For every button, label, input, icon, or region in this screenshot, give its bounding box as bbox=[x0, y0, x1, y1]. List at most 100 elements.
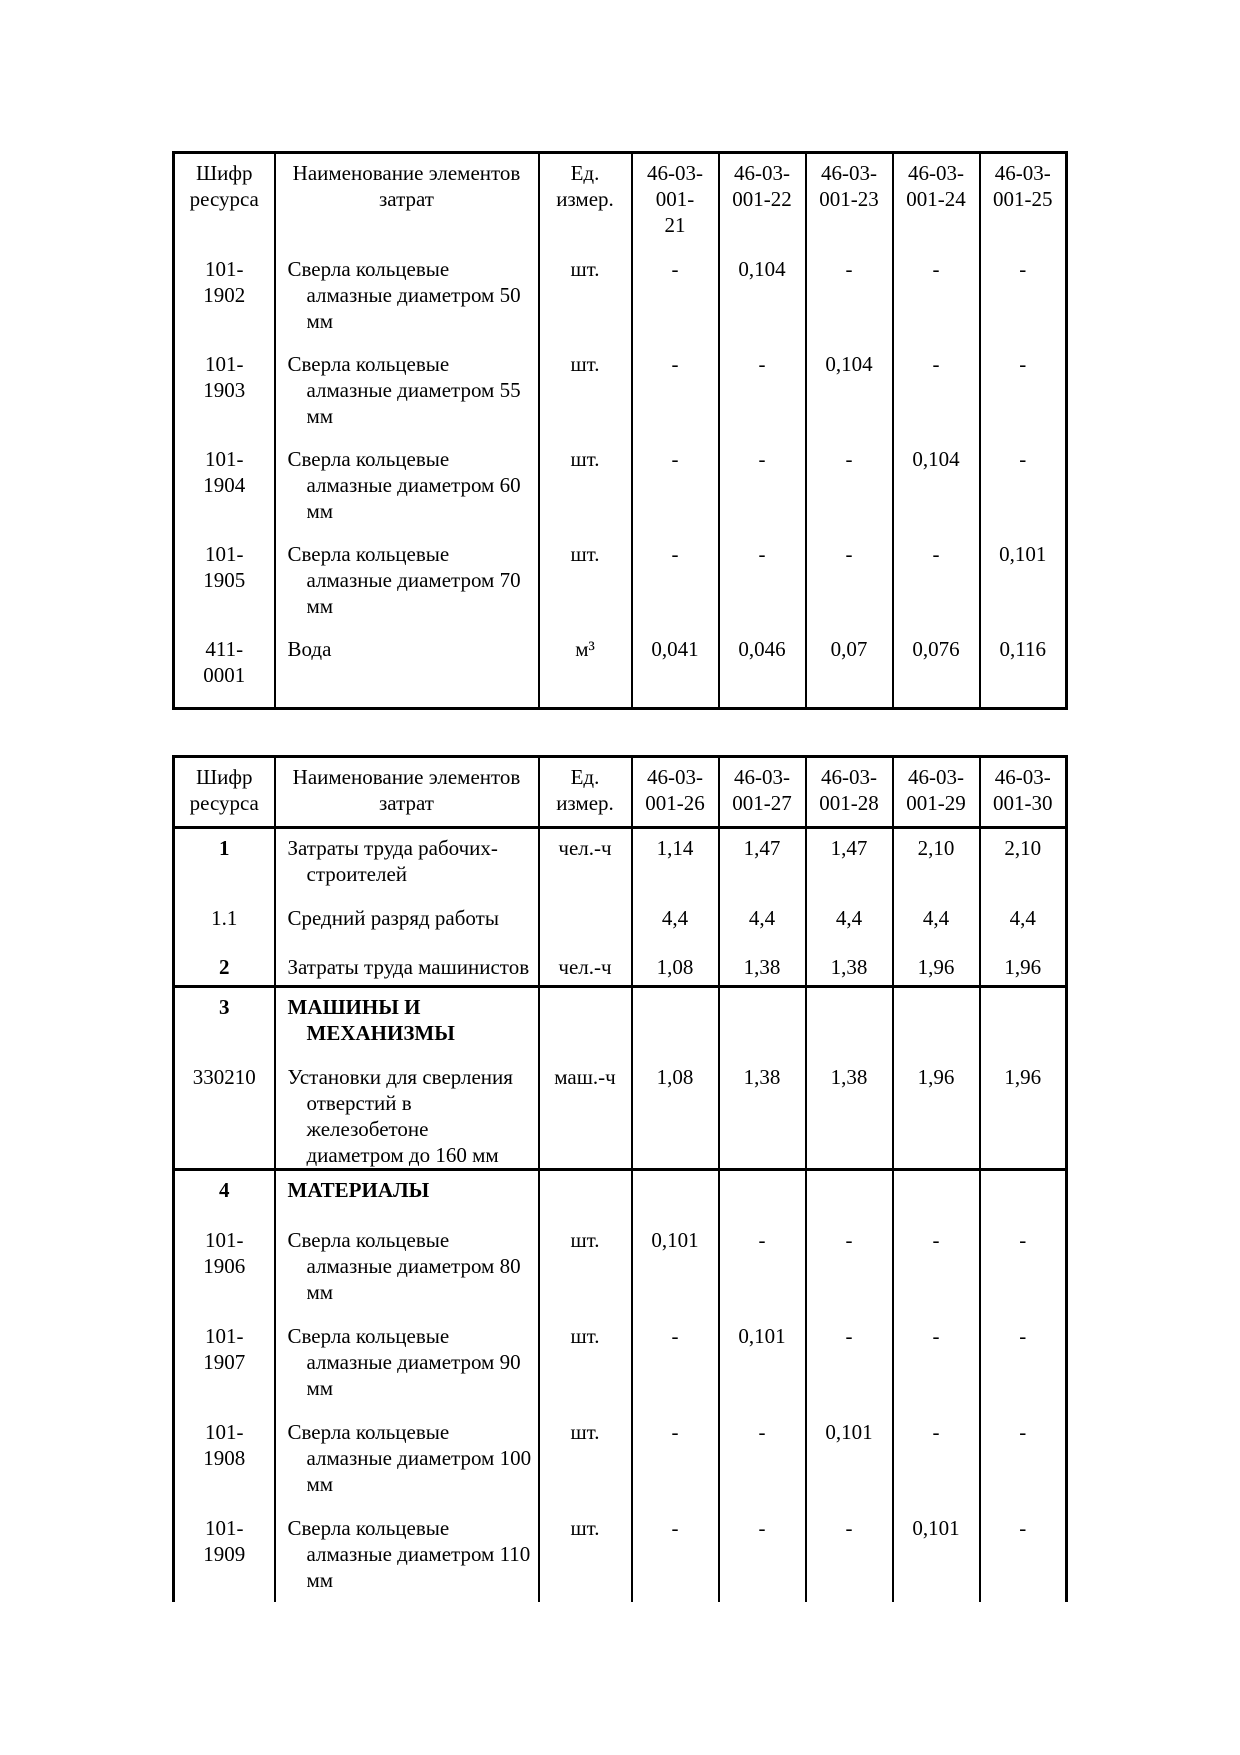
cell-value: 0,07 bbox=[804, 629, 893, 709]
cell-unit: шт. bbox=[537, 344, 632, 440]
header-code: Шифр ресурса bbox=[189, 765, 259, 815]
cell-value: - bbox=[978, 1509, 1067, 1602]
header-norm-25: 46-03- 001-25 bbox=[978, 152, 1067, 250]
header-norm-22: 46-03- 001-22 bbox=[717, 152, 806, 250]
cell-value: - bbox=[891, 344, 980, 440]
cell-value: - bbox=[630, 1509, 719, 1602]
cell-value: 4,4 bbox=[978, 898, 1067, 948]
cell-value bbox=[630, 985, 719, 1058]
table-row: 101- 1906 Сверла кольцевые алмазные диам… bbox=[174, 1221, 1067, 1317]
cell-value: - bbox=[630, 1413, 719, 1509]
cell-name: МАШИНЫ И МЕХАНИЗМЫ bbox=[273, 985, 539, 1058]
cell-value: 1,96 bbox=[891, 947, 980, 987]
cell-value: 1,47 bbox=[717, 826, 806, 899]
cell-code: 101- 1907 bbox=[203, 1324, 246, 1374]
cell-name: Сверла кольцевые алмазные диаметром 90 м… bbox=[273, 1317, 539, 1413]
cell-value: 1,96 bbox=[891, 1057, 980, 1169]
header-norm-21: 46-03- 001- 21 bbox=[630, 152, 719, 250]
cell-unit: шт. bbox=[537, 1509, 632, 1602]
cell-unit: шт. bbox=[537, 439, 632, 535]
cell-value bbox=[978, 1167, 1067, 1221]
cell-value: 1,96 bbox=[978, 1057, 1067, 1169]
cell-unit bbox=[537, 898, 632, 948]
cell-code: 4 bbox=[173, 1167, 275, 1221]
table-row: 101- 1903 Сверла кольцевые алмазные диам… bbox=[174, 344, 1067, 440]
resource-table-21-25: Шифр ресурса Наименование элементов затр… bbox=[172, 151, 1068, 710]
cell-value: 0,104 bbox=[717, 249, 806, 345]
cell-value bbox=[804, 985, 893, 1058]
table-row: 101- 1905 Сверла кольцевые алмазные диам… bbox=[174, 534, 1067, 630]
cell-value: 0,041 bbox=[630, 629, 719, 709]
cell-value bbox=[630, 1167, 719, 1221]
cell-code: 330210 bbox=[192, 1064, 256, 1089]
cell-code: 101- 1905 bbox=[203, 541, 246, 592]
cell-value: - bbox=[891, 249, 980, 345]
cell-value bbox=[891, 985, 980, 1058]
cell-value: - bbox=[717, 1221, 806, 1317]
cell-value: - bbox=[804, 1509, 893, 1602]
cell-value: 0,101 bbox=[717, 1317, 806, 1413]
cell-code: 1 bbox=[173, 826, 275, 899]
header-unit: Ед. измер. bbox=[537, 756, 632, 828]
cell-value: - bbox=[630, 344, 719, 440]
cell-value: - bbox=[804, 1221, 893, 1317]
cell-name: Сверла кольцевые алмазные диаметром 55 м… bbox=[273, 344, 539, 440]
cell-value: - bbox=[804, 249, 893, 345]
cell-value: - bbox=[717, 534, 806, 630]
cell-code: 101- 1909 bbox=[203, 1516, 246, 1566]
cell-code: 411- 0001 bbox=[203, 636, 246, 687]
cell-value: - bbox=[717, 439, 806, 535]
cell-value: - bbox=[978, 344, 1067, 440]
header-norm-24: 46-03- 001-24 bbox=[891, 152, 980, 250]
cell-value: 1,38 bbox=[717, 1057, 806, 1169]
header-code: Шифр ресурса bbox=[189, 161, 259, 211]
cell-unit: шт. bbox=[537, 1317, 632, 1413]
table-row-labor-workers: 1 Затраты труда рабочих- строителей чел.… bbox=[173, 826, 1067, 899]
cell-unit: чел.-ч bbox=[537, 947, 632, 987]
cell-code: 2 bbox=[219, 954, 230, 979]
cell-value: 1,08 bbox=[630, 1057, 719, 1169]
cell-value: 2,10 bbox=[978, 826, 1067, 899]
cell-name: Сверла кольцевые алмазные диаметром 70 м… bbox=[273, 534, 539, 630]
cell-value: 1,08 bbox=[630, 947, 719, 987]
cell-value: - bbox=[978, 1317, 1067, 1413]
cell-value: 0,104 bbox=[891, 439, 980, 535]
cell-value: 0,046 bbox=[717, 629, 806, 709]
cell-code: 101- 1906 bbox=[203, 1228, 246, 1278]
cell-value: - bbox=[630, 534, 719, 630]
cell-name: Сверла кольцевые алмазные диаметром 100 … bbox=[273, 1413, 539, 1509]
cell-code: 3 bbox=[173, 985, 275, 1058]
resource-table-26-30: Шифр ресурса Наименование элементов затр… bbox=[172, 755, 1068, 1602]
cell-value: 1,47 bbox=[804, 826, 893, 899]
cell-unit: шт. bbox=[537, 249, 632, 345]
cell-unit: шт. bbox=[537, 1413, 632, 1509]
cell-unit: чел.-ч bbox=[537, 826, 632, 899]
cell-value: - bbox=[891, 534, 980, 630]
cell-value: - bbox=[891, 1317, 980, 1413]
cell-unit: шт. bbox=[537, 1221, 632, 1317]
header-name: Наименование элементов затрат bbox=[273, 152, 539, 250]
cell-value bbox=[978, 985, 1067, 1058]
cell-value: 1,38 bbox=[804, 947, 893, 987]
section-row-machines: 3 МАШИНЫ И МЕХАНИЗМЫ bbox=[173, 985, 1067, 1058]
cell-code: 101- 1902 bbox=[203, 256, 246, 307]
table-row: 101- 1907 Сверла кольцевые алмазные диам… bbox=[174, 1317, 1067, 1413]
cell-code: 101- 1908 bbox=[203, 1420, 246, 1470]
cell-value: - bbox=[717, 344, 806, 440]
cell-value: 0,101 bbox=[630, 1221, 719, 1317]
cell-value bbox=[804, 1167, 893, 1221]
cell-value: 4,4 bbox=[891, 898, 980, 948]
cell-value bbox=[717, 1167, 806, 1221]
cell-value: 4,4 bbox=[717, 898, 806, 948]
header-norm-23: 46-03- 001-23 bbox=[804, 152, 893, 250]
cell-value: - bbox=[978, 1221, 1067, 1317]
cell-value: - bbox=[804, 439, 893, 535]
cell-value: - bbox=[891, 1413, 980, 1509]
cell-unit bbox=[537, 985, 632, 1058]
cell-value: 1,38 bbox=[717, 947, 806, 987]
cell-name: Сверла кольцевые алмазные диаметром 110 … bbox=[273, 1509, 539, 1602]
header-name: Наименование элементов затрат bbox=[273, 756, 539, 828]
table-row: 101- 1904 Сверла кольцевые алмазные диам… bbox=[174, 439, 1067, 535]
table-header-row: Шифр ресурса Наименование элементов затр… bbox=[174, 756, 1067, 828]
